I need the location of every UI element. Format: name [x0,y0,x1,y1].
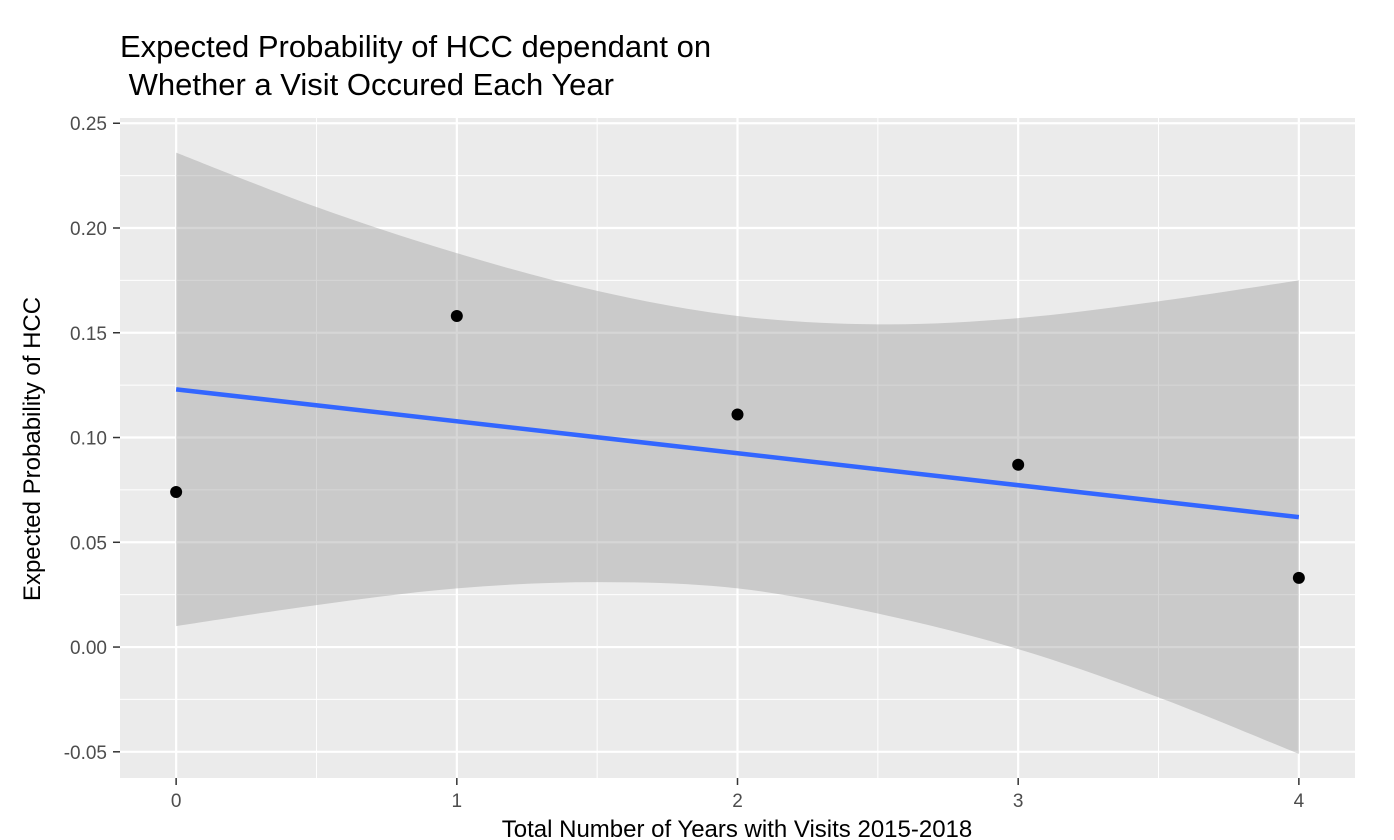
plot-area: 0 1 2 3 4 -0.05 0.00 0.05 0.10 0.15 0.20 0.25 [64,114,1355,812]
x-tick-label: 2 [732,791,743,812]
y-tick-label: -0.05 [64,743,107,764]
data-point [731,408,744,421]
y-tick-label: 0.00 [70,638,107,659]
y-tick-label: 0.20 [70,219,107,240]
x-tick-label: 3 [1013,791,1024,812]
regression-line [175,387,1300,520]
x-tick-label: 1 [452,791,463,812]
y-tick-label: 0.05 [70,533,107,554]
y-tick-label: 0.10 [70,429,107,450]
x-axis-label: Total Number of Years with Visits 2015-2… [502,816,973,840]
data-point [1292,571,1305,584]
data-point [450,310,463,322]
chart-title-line-1: Expected Probability of HCC dependant on [120,29,711,64]
data-point [170,486,183,498]
data-point [1012,458,1025,471]
y-tick-label: 0.15 [70,324,107,345]
x-tick-label: 4 [1294,791,1305,812]
y-tick-label: 0.25 [70,114,107,135]
chart-title-line-2: Whether a Visit Occured Each Year [120,67,614,102]
y-axis-label: Expected Probability of HCC [19,297,46,601]
x-tick-label: 0 [171,791,182,812]
